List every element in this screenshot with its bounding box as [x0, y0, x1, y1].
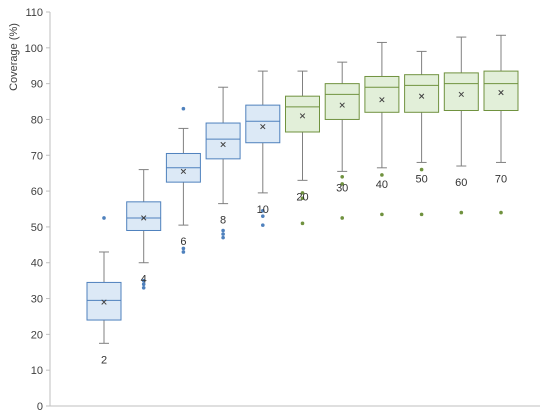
iqr-box	[443, 72, 479, 111]
mean-marker	[141, 215, 147, 221]
box-4	[126, 169, 162, 290]
outlier-point	[380, 212, 384, 217]
outlier-point	[300, 196, 305, 201]
category-label: 60	[455, 177, 467, 189]
iqr-box	[245, 104, 281, 144]
iqr-box	[205, 122, 241, 160]
outlier-point	[300, 221, 305, 226]
box-10	[245, 70, 281, 227]
iqr-box	[483, 70, 519, 111]
outlier-point	[141, 282, 146, 287]
mean-marker	[458, 91, 464, 98]
box-40	[364, 41, 400, 217]
outlier-point	[181, 250, 186, 254]
outlier-point	[340, 182, 345, 186]
box-60	[443, 36, 479, 215]
outlier-point	[261, 214, 265, 218]
y-tick-label: 30	[31, 294, 43, 306]
outlier-point	[419, 212, 424, 217]
category-label: 8	[220, 215, 226, 227]
category-label: 4	[141, 274, 147, 286]
box-50	[404, 50, 440, 217]
category-label: 10	[257, 204, 269, 216]
category-label: 40	[376, 179, 388, 191]
boxes-group	[86, 34, 519, 344]
iqr-box	[324, 83, 360, 120]
y-axis-title: Coverage (%)	[8, 23, 20, 91]
outlier-point	[221, 228, 225, 233]
outlier-point	[459, 210, 464, 215]
box-70	[483, 34, 519, 215]
mean-marker	[220, 141, 226, 148]
outlier-point	[221, 235, 225, 240]
outlier-point	[221, 232, 225, 236]
box-8	[205, 86, 241, 240]
mean-marker	[339, 102, 345, 108]
mean-marker	[498, 89, 504, 96]
mean-marker	[379, 97, 385, 103]
y-tick-label: 60	[31, 186, 43, 198]
y-tick-label: 90	[31, 79, 43, 91]
y-tick-label: 40	[31, 258, 43, 270]
iqr-box	[285, 95, 320, 133]
category-label: 20	[296, 191, 308, 203]
y-tick-label: 70	[31, 150, 43, 162]
mean-marker	[418, 93, 425, 99]
y-tick-label: 0	[37, 401, 43, 413]
axes-group: 0 10 20 30 40 50 60 70 80 90 100 110	[25, 7, 540, 413]
outlier-point	[261, 208, 265, 213]
y-tick-label: 110	[25, 7, 43, 19]
category-label: 70	[495, 173, 507, 185]
outlier-point	[102, 216, 106, 220]
iqr-box	[404, 74, 440, 113]
box-20	[285, 70, 320, 226]
outlier-point	[181, 106, 186, 111]
outlier-point	[380, 173, 384, 177]
y-tick-label: 10	[31, 365, 43, 377]
box-30	[324, 61, 360, 220]
category-label: 6	[180, 236, 186, 248]
category-label: 2	[101, 354, 107, 366]
iqr-box	[126, 201, 162, 231]
iqr-box	[86, 281, 122, 321]
y-tick-label: 80	[31, 114, 43, 126]
outlier-point	[141, 278, 146, 283]
mean-marker	[101, 299, 107, 305]
mean-marker	[299, 113, 306, 119]
category-labels-group: 2 4 6 8 10 20 30 40 50 60 70	[101, 173, 507, 366]
outlier-point	[261, 223, 265, 227]
outlier-point	[419, 167, 424, 172]
outlier-point	[300, 191, 305, 195]
box-2	[86, 216, 122, 344]
outlier-point	[141, 286, 146, 290]
y-tick-label: 100	[25, 43, 43, 55]
mean-marker	[260, 123, 266, 130]
category-label: 50	[415, 173, 427, 185]
box-6	[165, 106, 201, 254]
iqr-box	[364, 75, 400, 113]
mean-marker	[180, 168, 187, 175]
outlier-point	[340, 174, 345, 179]
outlier-point	[340, 216, 345, 220]
y-tick-label: 50	[31, 222, 43, 234]
outlier-point	[181, 246, 186, 251]
y-tick-label: 20	[31, 329, 43, 341]
category-label: 30	[336, 182, 348, 194]
outlier-point	[499, 210, 503, 215]
